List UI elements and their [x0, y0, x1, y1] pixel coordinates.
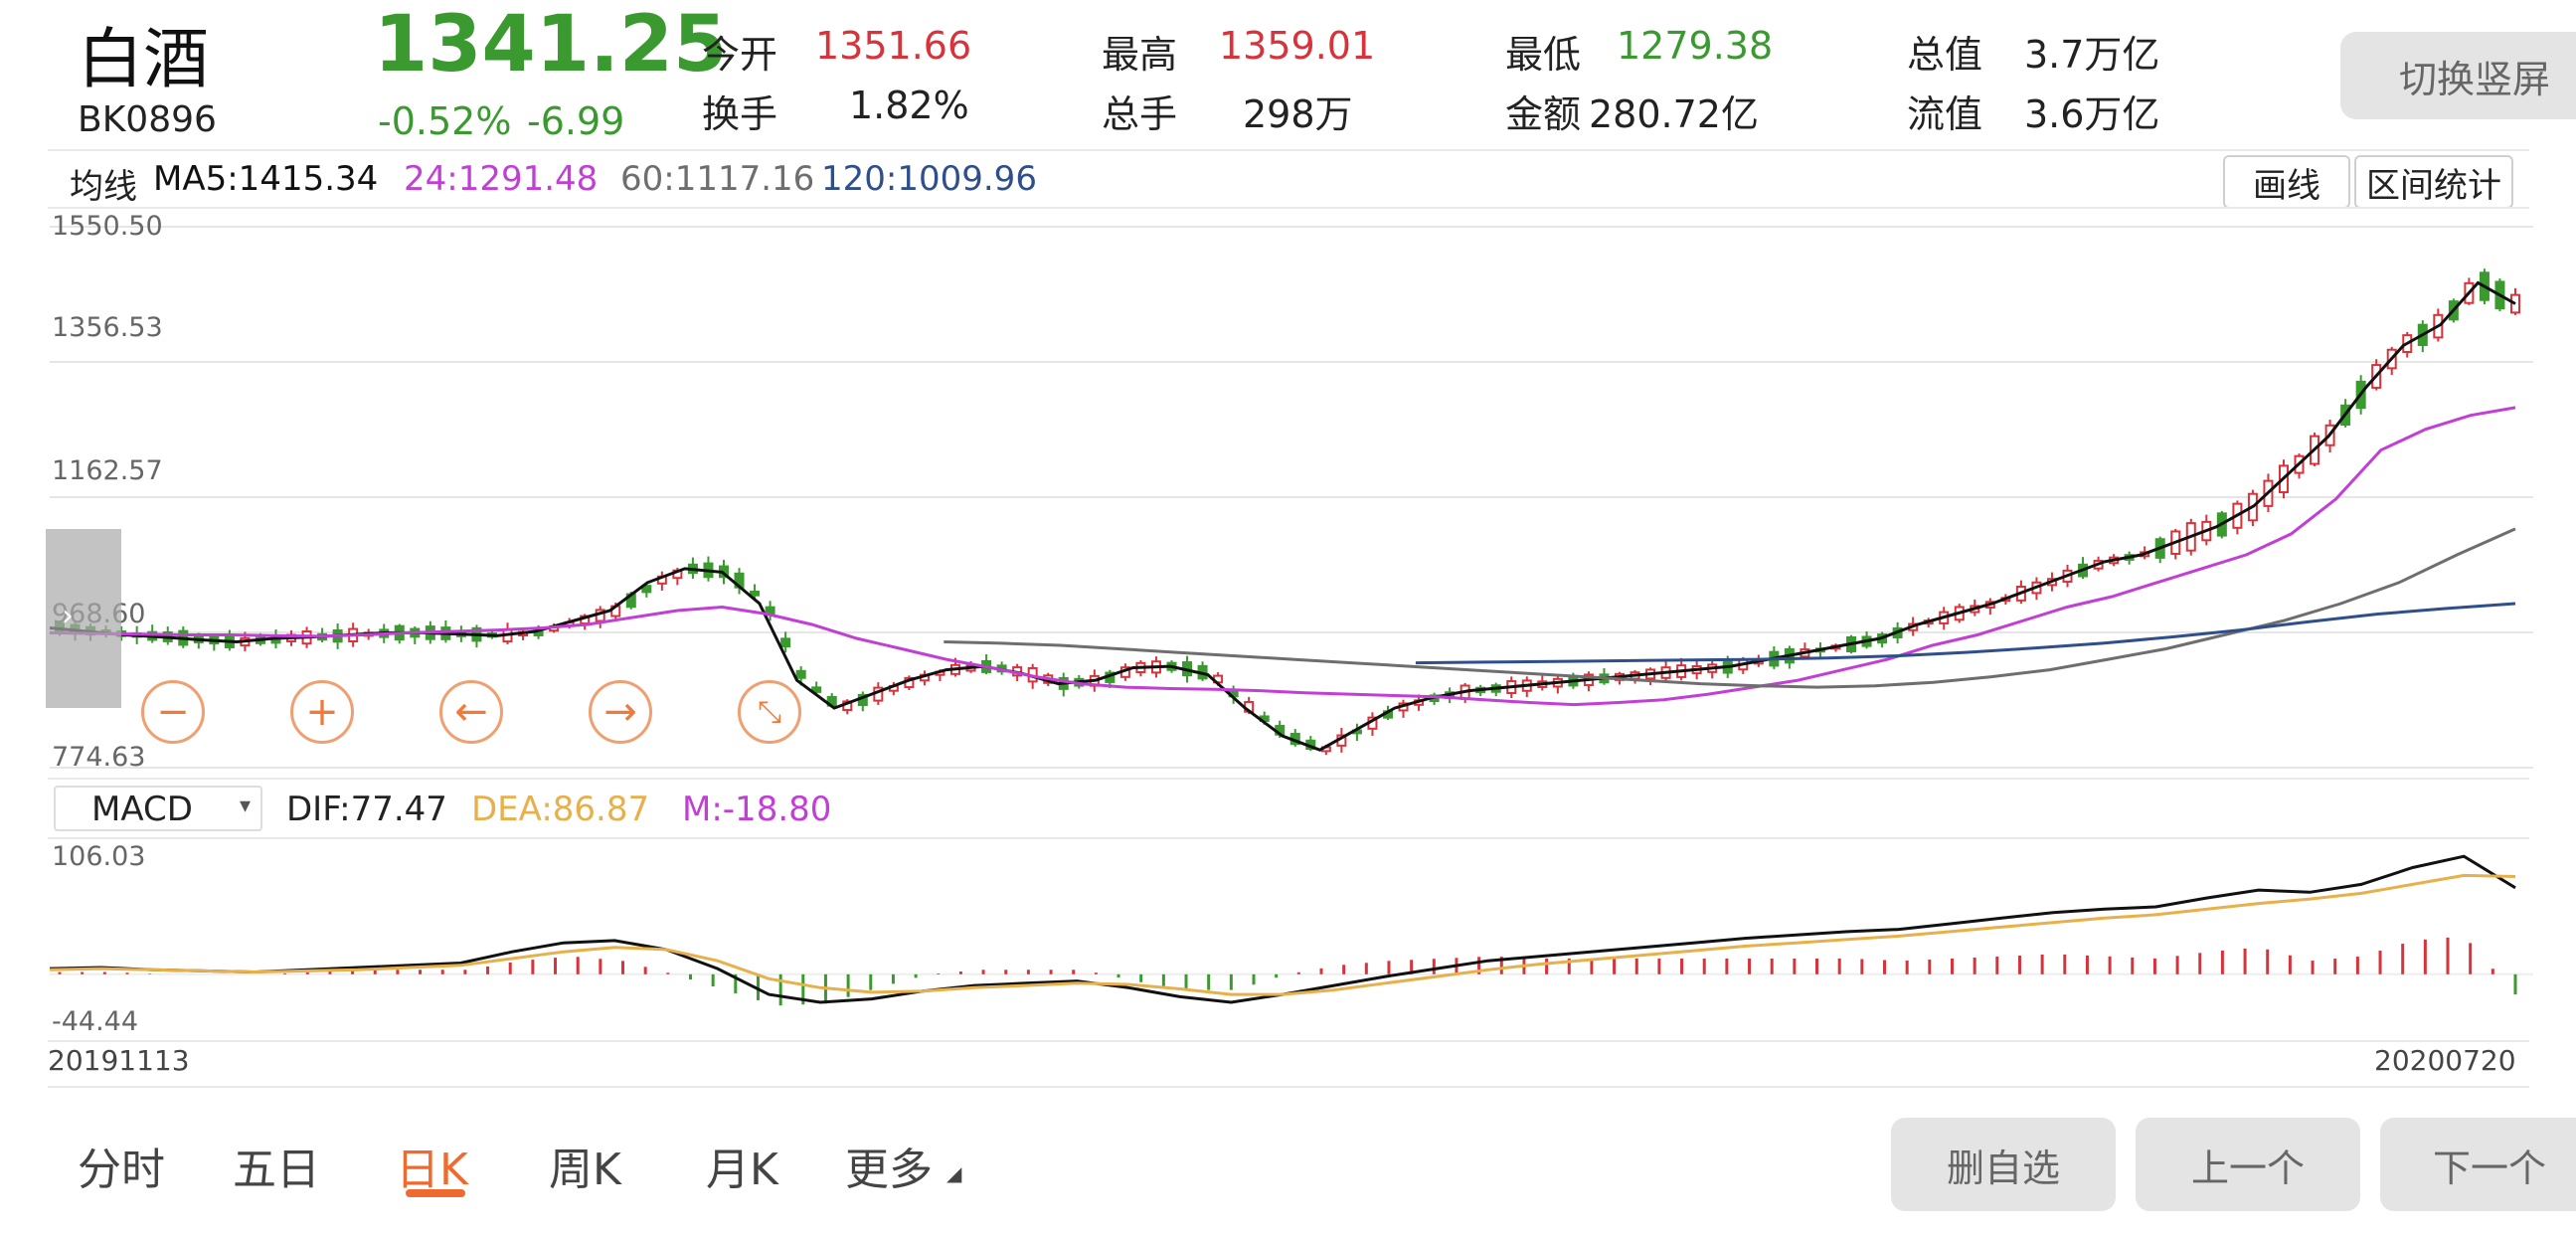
macd-lines: [49, 854, 2516, 1004]
macd-ytick-top: 106.03: [52, 841, 146, 872]
candles: [55, 268, 2520, 756]
ma-prefix: 均线: [70, 167, 137, 207]
switch-portrait-button[interactable]: 切换竖屏: [2340, 32, 2576, 119]
stat-label-amount: 金额: [1505, 92, 1582, 136]
ma-line-120: [1415, 602, 2516, 665]
macd-ytick-bottom: -44.44: [52, 1006, 139, 1037]
macd-top-divider: [48, 778, 2529, 780]
minus-icon: −: [156, 689, 190, 735]
macd-histogram: [58, 937, 2517, 1006]
dea-value: DEA:86.87: [471, 790, 650, 829]
stat-label-volume: 总手: [1102, 92, 1178, 136]
next-button[interactable]: 下一个: [2380, 1118, 2576, 1211]
pan-right-button[interactable]: →: [589, 680, 652, 744]
ytick-1: 1550.50: [52, 211, 163, 242]
candle-body-38: [641, 585, 652, 594]
macd-selector[interactable]: MACD ▾: [54, 786, 262, 831]
stat-label-total-cap: 总值: [1907, 33, 1983, 77]
tab-five-day[interactable]: 五日: [233, 1145, 320, 1195]
ytick-2: 1356.53: [52, 312, 163, 343]
ma24-value: 24:1291.48: [404, 159, 599, 199]
tab-daily-k[interactable]: 日K: [396, 1145, 468, 1195]
last-price: 1341.25: [374, 0, 728, 89]
stat-label-turnover: 换手: [702, 92, 778, 136]
ma-line-24: [49, 406, 2516, 707]
stat-label-high: 最高: [1102, 33, 1178, 77]
collapse-button[interactable]: ⤡: [738, 680, 801, 744]
ma-divider: [48, 207, 2529, 209]
m-value: M:-18.80: [682, 790, 832, 829]
candle-body-47: [780, 637, 791, 648]
previous-button[interactable]: 上一个: [2136, 1118, 2360, 1211]
ma-line-ma5: [49, 280, 2516, 752]
arrow-right-icon: →: [603, 689, 637, 735]
ytick-5: 774.63: [52, 742, 146, 773]
stat-value-low: 1279.38: [1617, 24, 1774, 68]
active-tab-underline: [406, 1189, 465, 1197]
footer-divider: [48, 1086, 2529, 1088]
index-name: 白酒: [78, 21, 209, 97]
stat-value-float-cap: 3.6万亿: [2024, 92, 2160, 136]
arrow-left-icon: ←: [454, 689, 488, 735]
tab-weekly-k[interactable]: 周K: [549, 1145, 621, 1195]
zoom-in-button[interactable]: +: [290, 680, 354, 744]
side-handle[interactable]: [46, 529, 121, 708]
stat-label-float-cap: 流值: [1907, 92, 1983, 136]
ma60-value: 60:1117.16: [620, 159, 815, 199]
start-date: 20191113: [48, 1044, 190, 1077]
stat-value-total-cap: 3.7万亿: [2024, 33, 2160, 77]
ma-lines: [49, 280, 2516, 752]
candle-body-45: [750, 591, 761, 597]
shrink-icon: ⤡: [758, 694, 781, 730]
pan-left-button[interactable]: ←: [439, 680, 503, 744]
macd-line-dif: [49, 854, 2516, 1004]
date-divider: [48, 1040, 2529, 1042]
header-divider: [48, 149, 2529, 151]
chevron-right-icon: ›: [62, 599, 74, 633]
plus-icon: +: [305, 689, 339, 735]
index-code: BK0896: [78, 99, 217, 140]
macd-selector-label: MACD: [91, 790, 193, 829]
zoom-out-button[interactable]: −: [141, 680, 205, 744]
tab-intraday[interactable]: 分时: [78, 1145, 165, 1195]
candle-body-49: [811, 686, 822, 693]
ma5-value: MA5:1415.34: [153, 159, 379, 199]
interval-stats-button[interactable]: 区间统计: [2354, 155, 2513, 209]
remove-watchlist-button[interactable]: 删自选: [1891, 1118, 2116, 1211]
kline-grid: [50, 226, 2533, 769]
macd-line-dea: [49, 873, 2516, 996]
caret-down-icon: ▾: [239, 794, 251, 818]
candle-body-48: [795, 669, 806, 679]
change-percent: -0.52%: [378, 99, 512, 143]
tab-more[interactable]: 更多: [845, 1145, 933, 1195]
dif-value: DIF:77.47: [286, 790, 447, 829]
tab-monthly-k[interactable]: 月K: [706, 1145, 778, 1195]
more-corner-icon: ◢: [946, 1161, 962, 1185]
ytick-3: 1162.57: [52, 455, 163, 486]
stat-value-volume: 298万: [1243, 92, 1353, 136]
end-date: 20200720: [2374, 1044, 2516, 1077]
stat-value-high: 1359.01: [1219, 24, 1376, 68]
stat-value-amount: 280.72亿: [1589, 92, 1759, 136]
ma120-value: 120:1009.96: [821, 159, 1037, 199]
macd-bar-divider: [48, 837, 2529, 839]
stat-value-turnover: 1.82%: [849, 84, 969, 127]
stat-label-low: 最低: [1505, 33, 1582, 77]
stat-label-open: 今开: [702, 33, 778, 77]
change-amount: -6.99: [527, 99, 625, 143]
stat-value-open: 1351.66: [815, 24, 972, 68]
